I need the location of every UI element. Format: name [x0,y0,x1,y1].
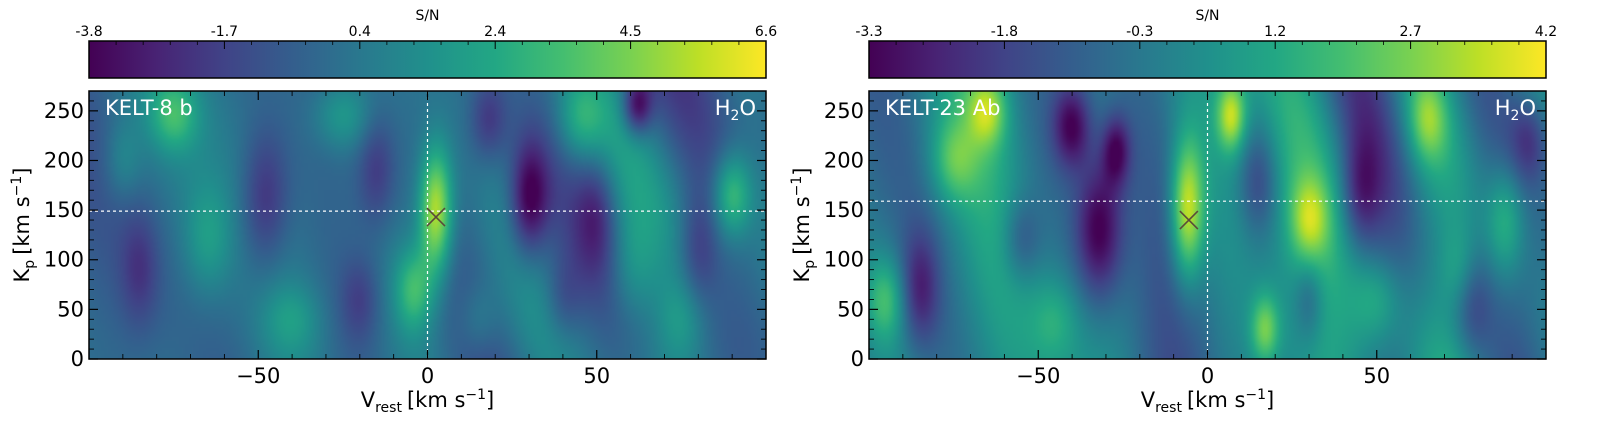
x-tick-label: 50 [583,364,610,388]
species-tail: O [1519,96,1536,120]
panel-1: S/N -3.8 -1.7 0.4 2.4 4.5 6.6 −50 0 50 0 50 100 150 20… [9,8,777,416]
y-tick-label: 250 [824,99,864,123]
x-axis-label-close: ] [1266,388,1274,412]
y-axis-label-close: ] [10,168,34,176]
y-tick-label: 50 [837,297,864,321]
colorbar-tick-label: 1.2 [1264,24,1286,40]
x-tick-label: −50 [1016,364,1060,388]
x-tick-label: 50 [1363,364,1390,388]
colorbar-tick-label: 4.2 [1535,24,1557,40]
y-tick-label: 200 [824,148,864,172]
y-tick-label: 250 [44,99,84,123]
colorbar-tick-label: -3.8 [75,24,102,40]
colorbar-tick-label: -3.3 [855,24,882,40]
y-axis-label-subscript: p [22,260,38,269]
x-axis-label-subscript: rest [375,400,402,416]
colorbar-title: S/N [1195,8,1219,24]
x-axis-label-main: V [361,388,376,412]
x-axis-label-units: [km s [1187,388,1245,412]
x-tick-label: −50 [236,364,280,388]
colorbar-tick-label: 2.7 [1399,24,1421,40]
colorbar [868,40,1547,79]
y-tick-label: 100 [44,248,84,272]
peak-marker-stroke [426,207,446,227]
species-label: H2O [1495,96,1536,124]
x-tick-label: 0 [1201,364,1214,388]
y-axis-label: Kp [km s−1] [789,168,818,283]
y-axis-label-superscript: −1 [789,176,805,197]
colorbar-tick-label: -0.3 [1126,24,1153,40]
y-tick-label: 0 [71,347,84,371]
peak-marker-x [1179,210,1199,230]
y-tick-label: 150 [44,198,84,222]
colorbar [88,40,767,79]
planet-label: KELT-23 Ab [885,96,1000,120]
x-axis-label-subscript: rest [1155,400,1182,416]
y-axis-label-subscript: p [802,260,818,269]
y-tick-label: 200 [44,148,84,172]
x-axis-label-units: [km s [407,388,465,412]
colorbar-tick-label: 4.5 [619,24,641,40]
peak-marker-stroke [1179,210,1199,230]
species-subscript: 2 [1511,108,1520,124]
y-axis-label-close: ] [790,168,814,176]
species-subscript: 2 [731,108,740,124]
species-base: H [1495,96,1511,120]
species-base: H [715,96,731,120]
x-axis-label-superscript: −1 [465,387,486,403]
x-axis-label-main: V [1141,388,1156,412]
peak-marker-x [426,207,446,227]
y-axis-label: Kp [km s−1] [9,168,38,283]
x-axis-label: Vrest [km s−1] [1141,387,1275,416]
y-tick-label: 100 [824,248,864,272]
planet-label: KELT-8 b [105,96,193,120]
x-axis-label-superscript: −1 [1245,387,1266,403]
x-tick-label: 0 [421,364,434,388]
y-axis-label-units: [km s [10,196,34,254]
panel-2: S/N -3.3 -1.8 -0.3 1.2 2.7 4.2 −50 0 50 0 50 100 150 2… [789,8,1557,416]
colorbar-tick-label: -1.8 [991,24,1018,40]
colorbar-tick-label: 0.4 [349,24,371,40]
species-tail: O [739,96,756,120]
species-label: H2O [715,96,756,124]
x-axis-label-close: ] [486,388,494,412]
y-axis-label-units: [km s [790,196,814,254]
y-tick-label: 0 [851,347,864,371]
colorbar-tick-label: -1.7 [211,24,238,40]
colorbar-tick-label: 2.4 [484,24,506,40]
y-axis-label-superscript: −1 [9,176,25,197]
x-axis-label: Vrest [km s−1] [361,387,495,416]
y-axis-label-main: K [10,267,34,282]
colorbar-tick-label: 6.6 [755,24,777,40]
y-axis-label-main: K [790,267,814,282]
y-tick-label: 50 [57,297,84,321]
colorbar-title: S/N [415,8,439,24]
y-tick-label: 150 [824,198,864,222]
